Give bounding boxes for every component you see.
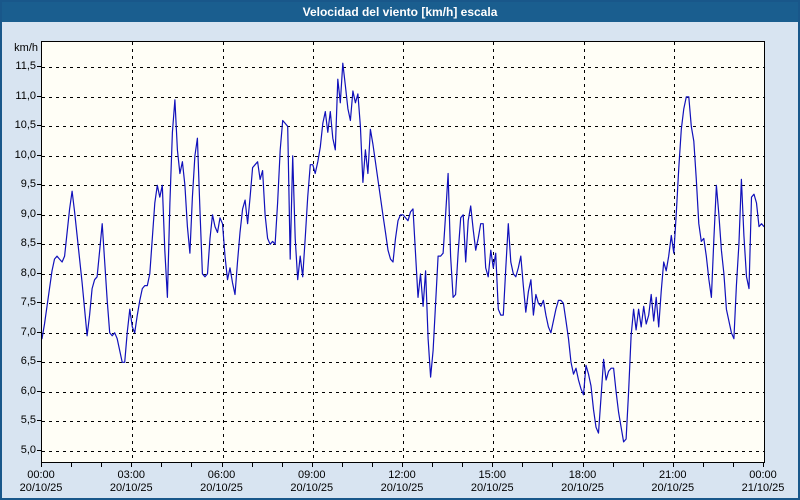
y-tick-label: 8,0 (20, 266, 36, 279)
x-tick-label: 12:00 20/10/25 (370, 469, 434, 495)
x-tick (612, 462, 614, 467)
chart-title: Velocidad del viento [km/h] escala (302, 5, 498, 19)
v-gridline (403, 42, 404, 462)
x-tick (672, 462, 674, 467)
y-tick-label: 9,5 (20, 178, 36, 191)
y-tick (37, 95, 41, 97)
x-tick (732, 462, 734, 467)
y-tick (37, 361, 41, 363)
x-tick-date: 20/10/25 (561, 482, 604, 494)
y-tick (37, 184, 41, 186)
x-tick-time: 00:00 (27, 469, 55, 481)
x-tick-label: 06:00 20/10/25 (190, 469, 254, 495)
x-tick-label: 03:00 20/10/25 (99, 469, 163, 495)
x-tick-time: 06:00 (207, 469, 236, 481)
y-tick (37, 66, 41, 68)
v-gridline (312, 42, 314, 462)
y-tick-label: 6,0 (20, 384, 36, 397)
x-tick-date: 20/10/25 (380, 482, 424, 494)
x-tick-date: 20/10/25 (290, 482, 334, 494)
x-tick-label: 15:00 20/10/25 (460, 469, 524, 495)
x-tick-date: 20/10/25 (19, 482, 63, 494)
y-tick (37, 243, 41, 245)
x-tick-time: 15:00 (478, 469, 507, 481)
y-tick-label: 6,5 (20, 355, 36, 368)
v-gridline (222, 42, 224, 462)
x-tick-label: 00:00 21/10/25 (731, 469, 795, 495)
v-gridline (132, 42, 134, 462)
x-tick (71, 462, 73, 467)
y-tick-label: 11,5 (15, 60, 36, 73)
x-tick (462, 462, 464, 467)
x-tick (311, 462, 313, 467)
x-tick-time: 03:00 (117, 469, 146, 481)
x-tick-time: 12:00 (388, 469, 416, 481)
x-tick (522, 462, 524, 467)
x-tick (251, 462, 253, 467)
y-tick (37, 449, 41, 451)
wind-speed-line (42, 62, 764, 443)
x-tick-label: 09:00 20/10/25 (280, 469, 344, 495)
x-tick-label: 18:00 20/10/25 (551, 469, 615, 495)
y-tick-label: 7,5 (20, 296, 36, 309)
wind-speed-line-svg (42, 62, 764, 443)
x-tick (371, 462, 373, 467)
y-tick (37, 420, 41, 422)
x-tick-date: 20/10/25 (200, 482, 243, 494)
x-tick (402, 462, 403, 467)
x-tick (432, 462, 434, 467)
v-gridline (583, 42, 585, 462)
x-tick (221, 462, 223, 467)
y-tick (37, 213, 41, 215)
x-tick (552, 462, 554, 467)
x-tick (341, 462, 343, 467)
y-tick (37, 125, 41, 127)
y-tick-label: 10,5 (14, 119, 36, 132)
y-axis-unit-label: km/h (14, 42, 38, 54)
y-tick-label: 11,0 (15, 89, 36, 102)
x-tick (492, 462, 494, 467)
x-tick-time: 18:00 (568, 469, 597, 481)
x-tick-date: 21/10/25 (741, 482, 785, 494)
x-tick (101, 462, 103, 467)
x-tick (642, 462, 644, 467)
x-tick-date: 20/10/25 (470, 482, 514, 494)
x-tick-time: 00:00 (749, 469, 777, 481)
x-tick (131, 462, 133, 467)
v-gridline (493, 42, 495, 462)
x-tick-date: 20/10/25 (109, 482, 153, 494)
y-tick (37, 272, 41, 274)
plot-area (41, 41, 765, 463)
y-tick-label: 9,0 (20, 207, 36, 220)
x-tick (281, 462, 283, 467)
x-tick (763, 462, 764, 467)
x-tick-label: 21:00 20/10/25 (641, 469, 705, 495)
y-tick-label: 8,5 (20, 237, 36, 250)
y-tick (37, 390, 41, 392)
x-tick (161, 462, 163, 467)
x-tick (191, 462, 193, 467)
y-tick-label: 5,5 (20, 414, 36, 427)
y-tick-label: 7,0 (20, 325, 36, 338)
x-tick-label: 00:00 20/10/25 (9, 469, 73, 495)
x-tick (582, 462, 584, 467)
y-tick-label: 5,0 (20, 443, 36, 456)
y-tick (37, 331, 41, 333)
title-bar: Velocidad del viento [km/h] escala (2, 2, 798, 22)
y-tick (37, 302, 41, 304)
x-tick (41, 462, 42, 467)
x-tick (702, 462, 704, 467)
x-tick-date: 20/10/25 (651, 482, 695, 494)
x-tick-time: 09:00 (297, 469, 326, 481)
y-tick-label: 10,0 (14, 148, 36, 161)
y-tick (37, 154, 41, 156)
x-tick-time: 21:00 (658, 469, 687, 481)
